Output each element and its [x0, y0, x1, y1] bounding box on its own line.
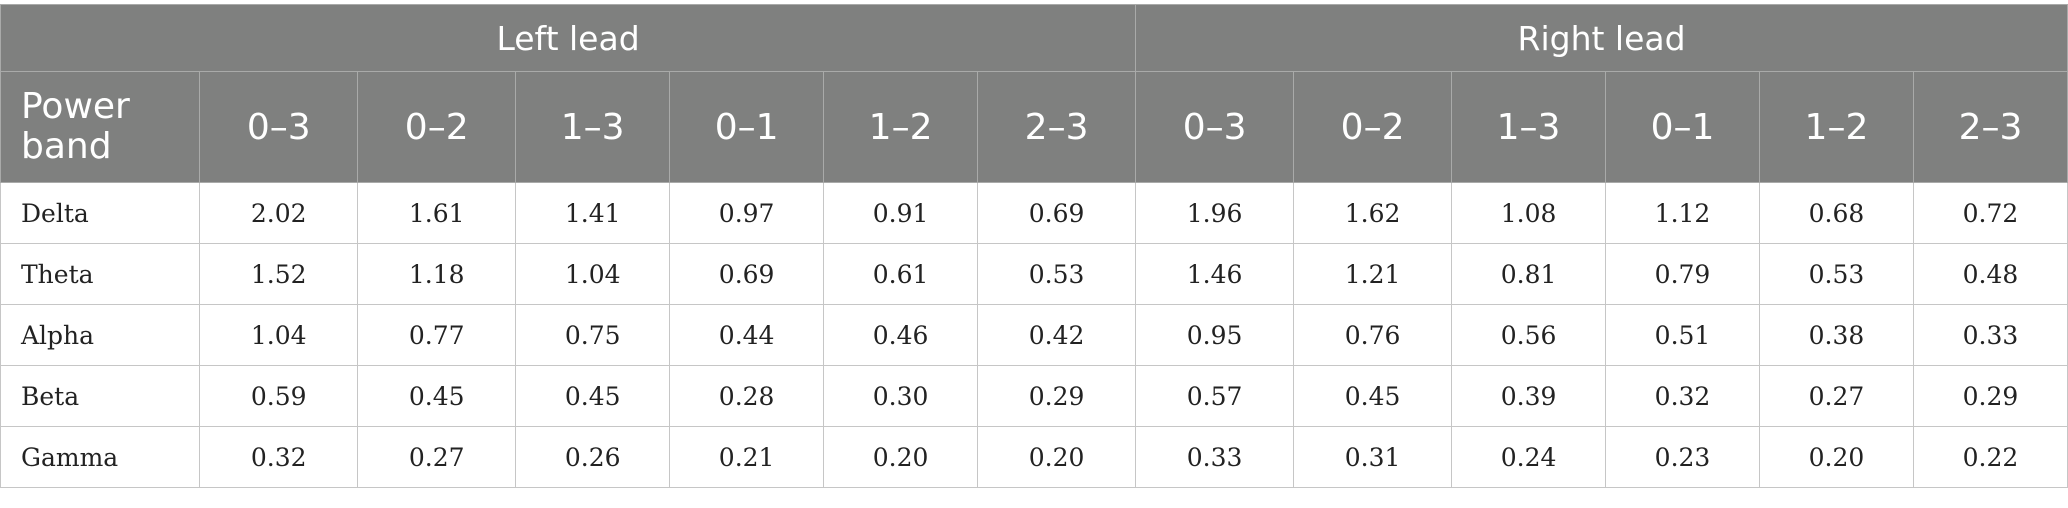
table-cell: 0.79 — [1605, 243, 1760, 305]
table-cell: 0.51 — [1605, 304, 1760, 366]
column-header: 0–3 — [199, 71, 359, 183]
table-cell: 0.97 — [669, 182, 825, 244]
table-cell: 0.56 — [1451, 304, 1607, 366]
table-cell: 0.45 — [1293, 365, 1453, 427]
table-row: Gamma 0.32 0.27 0.26 0.21 0.20 0.20 0.33… — [0, 426, 2068, 488]
table-cell: 0.31 — [1293, 426, 1453, 488]
table-cell: 1.04 — [199, 304, 359, 366]
table-cell: 1.62 — [1293, 182, 1453, 244]
table-cell: 0.20 — [823, 426, 979, 488]
table-cell: 0.69 — [977, 182, 1137, 244]
table-cell: 1.21 — [1293, 243, 1453, 305]
table-row: Alpha 1.04 0.77 0.75 0.44 0.46 0.42 0.95… — [0, 304, 2068, 366]
table-cell: 0.45 — [357, 365, 517, 427]
row-label: Alpha — [0, 304, 201, 366]
column-header: 0–2 — [1293, 71, 1453, 183]
table-cell: 2.02 — [199, 182, 359, 244]
column-header: 0–1 — [669, 71, 825, 183]
table-cell: 0.53 — [1758, 243, 1914, 305]
table-cell: 0.22 — [1912, 426, 2068, 488]
table-cell: 0.27 — [357, 426, 517, 488]
group-header-row: Left lead Right lead — [0, 4, 2068, 72]
table-cell: 0.27 — [1758, 365, 1914, 427]
column-header-row: Power band 0–3 0–2 1–3 0–1 1–2 2–3 0–3 0… — [0, 71, 2068, 183]
table-cell: 0.30 — [823, 365, 979, 427]
table-cell: 0.53 — [977, 243, 1137, 305]
table-cell: 0.77 — [357, 304, 517, 366]
table-cell: 0.48 — [1912, 243, 2068, 305]
table-cell: 0.45 — [515, 365, 671, 427]
table-cell: 0.38 — [1758, 304, 1914, 366]
row-label: Theta — [0, 243, 201, 305]
power-band-header: Power band — [0, 71, 201, 183]
table-cell: 0.61 — [823, 243, 979, 305]
column-header: 1–3 — [1451, 71, 1607, 183]
column-header: 1–2 — [1758, 71, 1914, 183]
table-cell: 1.08 — [1451, 182, 1607, 244]
row-label: Gamma — [0, 426, 201, 488]
table-cell: 0.29 — [977, 365, 1137, 427]
table-cell: 1.12 — [1605, 182, 1760, 244]
row-label: Delta — [0, 182, 201, 244]
table-cell: 0.68 — [1758, 182, 1914, 244]
table-cell: 0.91 — [823, 182, 979, 244]
column-header: 0–1 — [1605, 71, 1760, 183]
table-cell: 1.18 — [357, 243, 517, 305]
row-label: Beta — [0, 365, 201, 427]
table-cell: 0.32 — [199, 426, 359, 488]
table-cell: 0.20 — [1758, 426, 1914, 488]
table-cell: 0.57 — [1135, 365, 1295, 427]
table-cell: 0.29 — [1912, 365, 2068, 427]
table-cell: 0.32 — [1605, 365, 1760, 427]
table-cell: 0.24 — [1451, 426, 1607, 488]
table-cell: 0.42 — [977, 304, 1137, 366]
table-cell: 0.33 — [1135, 426, 1295, 488]
table-cell: 0.72 — [1912, 182, 2068, 244]
table-cell: 0.95 — [1135, 304, 1295, 366]
table-cell: 0.23 — [1605, 426, 1760, 488]
table-cell: 0.20 — [977, 426, 1137, 488]
table-cell: 0.26 — [515, 426, 671, 488]
table-cell: 1.61 — [357, 182, 517, 244]
column-header: 0–2 — [357, 71, 517, 183]
table-row: Beta 0.59 0.45 0.45 0.28 0.30 0.29 0.57 … — [0, 365, 2068, 427]
column-header: 1–2 — [823, 71, 979, 183]
table-cell: 1.46 — [1135, 243, 1295, 305]
table-row: Theta 1.52 1.18 1.04 0.69 0.61 0.53 1.46… — [0, 243, 2068, 305]
table-cell: 1.96 — [1135, 182, 1295, 244]
table-cell: 0.69 — [669, 243, 825, 305]
power-band-table: Left lead Right lead Power band 0–3 0–2 … — [0, 4, 2068, 488]
right-lead-header: Right lead — [1135, 4, 2068, 72]
table-cell: 0.21 — [669, 426, 825, 488]
table-cell: 1.52 — [199, 243, 359, 305]
left-lead-header: Left lead — [0, 4, 1137, 72]
table-cell: 0.33 — [1912, 304, 2068, 366]
column-header: 2–3 — [977, 71, 1137, 183]
table-cell: 1.41 — [515, 182, 671, 244]
table-cell: 0.46 — [823, 304, 979, 366]
table-cell: 0.28 — [669, 365, 825, 427]
column-header: 1–3 — [515, 71, 671, 183]
table-cell: 0.81 — [1451, 243, 1607, 305]
table-cell: 0.75 — [515, 304, 671, 366]
column-header: 0–3 — [1135, 71, 1295, 183]
table-cell: 0.76 — [1293, 304, 1453, 366]
column-header: 2–3 — [1912, 71, 2068, 183]
table-cell: 0.59 — [199, 365, 359, 427]
table-cell: 0.39 — [1451, 365, 1607, 427]
table-row: Delta 2.02 1.61 1.41 0.97 0.91 0.69 1.96… — [0, 182, 2068, 244]
table-cell: 0.44 — [669, 304, 825, 366]
table-cell: 1.04 — [515, 243, 671, 305]
